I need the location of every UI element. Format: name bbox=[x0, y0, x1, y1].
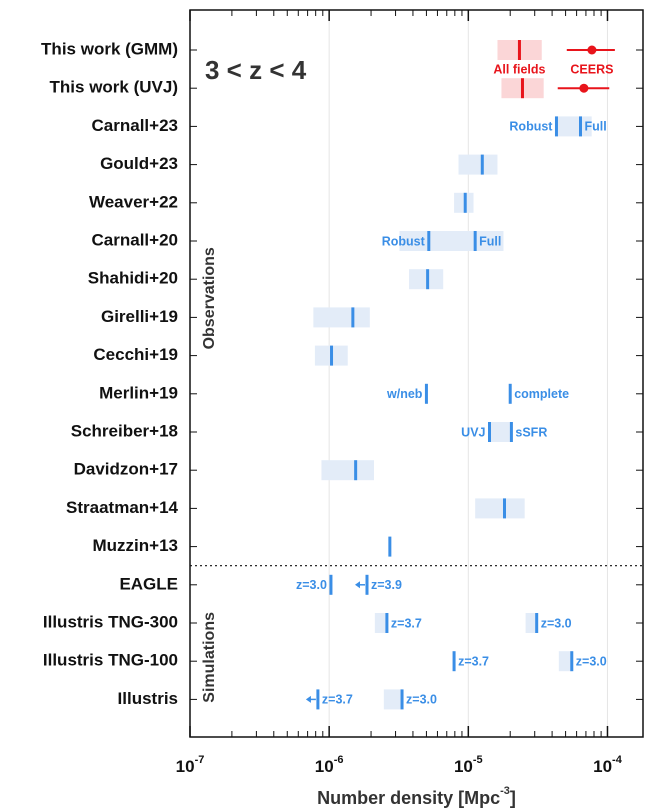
mark-label: z=3.0 bbox=[576, 654, 607, 668]
range-box bbox=[558, 651, 572, 672]
x-axis-label: Number density [Mpc-3] bbox=[317, 785, 516, 808]
group-label: Observations bbox=[201, 247, 218, 349]
row-label: Merlin+19 bbox=[99, 383, 178, 402]
x-tick-label: 10-7 bbox=[176, 754, 205, 777]
row-label: Illustris TNG-100 bbox=[43, 651, 178, 670]
row-label: Muzzin+13 bbox=[93, 536, 179, 555]
range-box bbox=[475, 498, 525, 519]
row-label: This work (GMM) bbox=[41, 39, 178, 58]
plot-frame bbox=[189, 9, 644, 738]
range-box bbox=[374, 613, 387, 633]
row-label: Davidzon+17 bbox=[74, 460, 178, 479]
row-label: Shahidi+20 bbox=[88, 269, 178, 288]
range-box bbox=[556, 116, 592, 137]
range-box bbox=[321, 460, 374, 481]
limit-arrowhead bbox=[354, 581, 360, 589]
range-box bbox=[409, 269, 444, 290]
x-tick-label: 10-6 bbox=[315, 754, 344, 777]
range-box bbox=[458, 154, 498, 175]
mark-label: z=3.0 bbox=[541, 616, 572, 630]
row-label: Illustris bbox=[118, 689, 178, 708]
mark-label: Full bbox=[585, 120, 607, 134]
row-label: Carnall+23 bbox=[92, 116, 178, 135]
range-box bbox=[489, 422, 512, 442]
row-label: Straatman+14 bbox=[66, 498, 179, 517]
limit-arrowhead bbox=[305, 695, 311, 703]
group-label: Simulations bbox=[201, 612, 218, 703]
chart-title: 3 < z < 4 bbox=[205, 55, 307, 85]
mark-label: z=3.0 bbox=[406, 693, 437, 707]
mark-label: Full bbox=[479, 234, 501, 248]
mark-label: z=3.7 bbox=[322, 693, 353, 707]
mark-label: Robust bbox=[382, 234, 426, 248]
point bbox=[579, 83, 589, 93]
row-label: Girelli+19 bbox=[101, 307, 178, 326]
mark-label: w/neb bbox=[386, 387, 423, 401]
range-box bbox=[313, 307, 370, 328]
mark-label: complete bbox=[514, 387, 569, 401]
mark-label: CEERS bbox=[570, 62, 613, 76]
mark-label: z=3.0 bbox=[296, 578, 327, 592]
mark-label: sSFR bbox=[515, 425, 547, 439]
mark-label: z=3.9 bbox=[371, 578, 402, 592]
mark-label: z=3.7 bbox=[458, 654, 489, 668]
range-box bbox=[525, 613, 537, 633]
row-label: Illustris TNG-300 bbox=[43, 612, 178, 631]
mark-label: All fields bbox=[493, 62, 545, 76]
row-label: Gould+23 bbox=[100, 154, 178, 173]
row-label: Carnall+20 bbox=[92, 230, 178, 249]
row-label: This work (UVJ) bbox=[50, 78, 178, 97]
range-box bbox=[383, 689, 403, 710]
row-label: Cecchi+19 bbox=[93, 345, 178, 364]
x-tick-label: 10-4 bbox=[593, 754, 623, 777]
x-tick-label: 10-5 bbox=[454, 754, 483, 777]
row-label: Schreiber+18 bbox=[71, 421, 178, 440]
row-label: EAGLE bbox=[119, 574, 178, 593]
range-box bbox=[399, 231, 504, 251]
row-label: Weaver+22 bbox=[89, 192, 178, 211]
mark-label: UVJ bbox=[461, 425, 485, 439]
mark-label: z=3.7 bbox=[391, 616, 422, 630]
point bbox=[587, 45, 597, 55]
mark-label: Robust bbox=[509, 120, 553, 134]
